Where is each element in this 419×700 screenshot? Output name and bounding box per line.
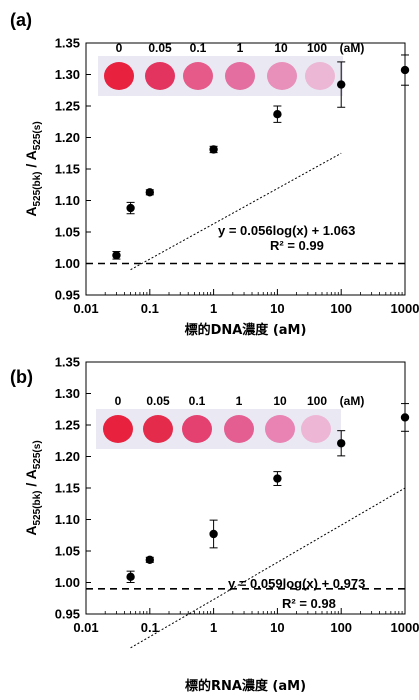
sample-strip-label: 0.1 (189, 394, 206, 408)
fit-r-squared: R² = 0.98 (282, 596, 336, 611)
data-point (273, 109, 282, 119)
x-tick-label: 1 (210, 620, 217, 635)
x-tick-label: 0.01 (73, 620, 98, 635)
y-tick-label: 1.25 (55, 99, 80, 114)
y-tick-label: 1.10 (55, 512, 80, 527)
chart-panel-a: (a) 0 0.05 0.1 1 10 100 (aM) 0.95 1.00 1.05 1.10 1.1… (10, 10, 419, 338)
sample-spot (267, 62, 297, 90)
data-point (112, 251, 121, 260)
sample-spot (104, 62, 134, 90)
sample-strip-label: 100 (307, 394, 327, 408)
y-tick-label: 0.95 (55, 607, 80, 622)
fit-line (130, 152, 342, 271)
sample-spot (182, 415, 212, 443)
sample-strip-label: 0 (116, 41, 123, 55)
x-tick-label: 10 (270, 620, 284, 635)
x-axis-label: 標的RNA濃度 (aM) (185, 678, 306, 694)
x-tick-label: 0.1 (141, 620, 159, 635)
y-tick-label: 1.15 (55, 162, 80, 177)
x-tick-label: 10 (270, 301, 284, 316)
sample-strip-label: 0.05 (146, 394, 170, 408)
sample-strip-label: 100 (307, 41, 327, 55)
sample-spot (143, 415, 173, 443)
y-tick-label: 1.35 (55, 355, 80, 370)
x-tick-label: 0.01 (73, 301, 98, 316)
y-tick-label: 1.10 (55, 193, 80, 208)
sample-strip-background (98, 56, 343, 96)
sample-strip-label: 10 (273, 394, 287, 408)
y-tick-label: 1.00 (55, 575, 80, 590)
sample-spot (225, 62, 255, 90)
y-tick-label: 1.05 (55, 225, 80, 240)
x-tick-label: 100 (330, 301, 352, 316)
sample-strip-label: (aM) (340, 41, 365, 55)
sample-strip-background (96, 409, 341, 449)
y-tick-label: 1.00 (55, 256, 80, 271)
sample-spot (103, 415, 133, 443)
y-axis-label: A525(bk) / A525(s) (23, 440, 43, 535)
y-axis-label: A525(bk) / A525(s) (23, 121, 43, 216)
y-tick-label: 1.20 (55, 449, 80, 464)
sample-spot (224, 415, 254, 443)
sample-strip-label: 0.1 (190, 41, 207, 55)
y-tick-label: 0.95 (55, 288, 80, 303)
x-tick-label: 0.1 (141, 301, 159, 316)
data-point (126, 572, 135, 582)
sample-strip-label: 10 (274, 41, 288, 55)
sample-spot (265, 415, 295, 443)
x-tick-label: 1000 (391, 620, 419, 635)
x-tick-label: 1000 (391, 301, 419, 316)
x-axis-label: 標的DNA濃度 (aM) (185, 322, 307, 338)
y-tick-label: 1.30 (55, 386, 80, 401)
data-point (337, 439, 346, 448)
sample-strip-label: 0 (115, 394, 122, 408)
panel-label: (a) (10, 10, 32, 30)
sample-spot (145, 62, 175, 90)
sample-spot (301, 415, 331, 443)
sample-strip-label: 0.05 (148, 41, 172, 55)
y-tick-label: 1.15 (55, 481, 80, 496)
chart-panel-b: (b) 0 0.05 0.1 1 10 100 (aM) 0.95 1.00 1.05 1.10 1.1… (10, 355, 419, 695)
y-tick-label: 1.35 (55, 36, 80, 51)
fit-r-squared: R² = 0.99 (270, 238, 324, 253)
data-point (209, 145, 218, 154)
x-tick-label: 1 (210, 301, 217, 316)
panel-label: (b) (10, 367, 33, 387)
fit-line (130, 487, 406, 649)
data-point (145, 188, 154, 197)
fit-equation: y = 0.056log(x) + 1.063 (218, 223, 355, 238)
sample-spot (305, 62, 335, 90)
y-tick-label: 1.05 (55, 544, 80, 559)
fit-equation: y = 0.059log(x) + 0.973 (228, 576, 365, 591)
y-tick-label: 1.25 (55, 418, 80, 433)
sample-spot (183, 62, 213, 90)
y-tick-label: 1.30 (55, 67, 80, 82)
sample-strip-label: (aM) (340, 394, 365, 408)
data-point (126, 203, 135, 213)
sample-strip-label: 1 (237, 41, 244, 55)
data-point (145, 555, 154, 565)
y-tick-label: 1.20 (55, 130, 80, 145)
data-point (273, 474, 282, 483)
data-point (337, 80, 346, 89)
sample-strip-label: 1 (236, 394, 243, 408)
x-tick-label: 100 (330, 620, 352, 635)
data-point (209, 529, 218, 539)
